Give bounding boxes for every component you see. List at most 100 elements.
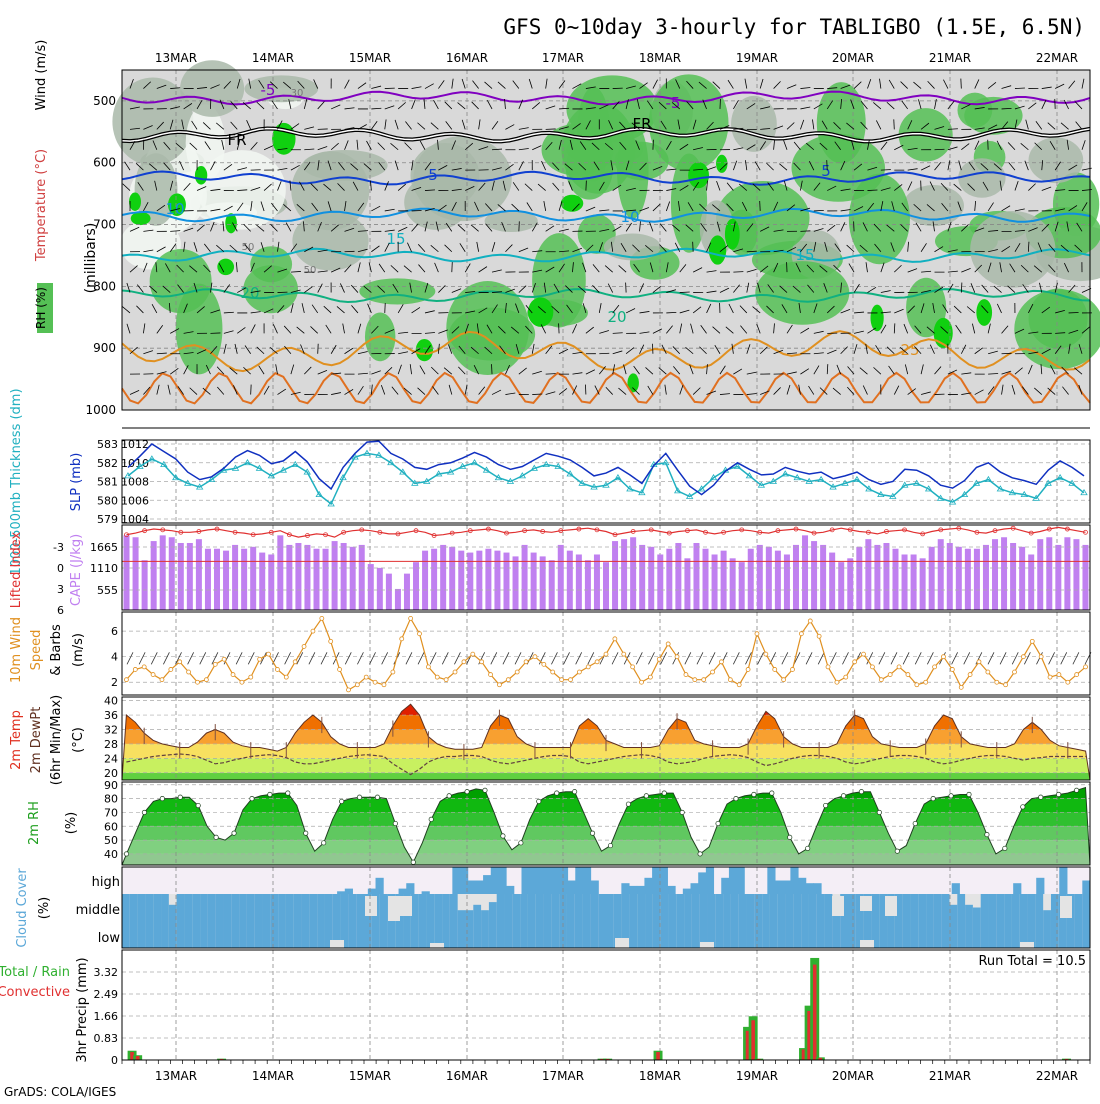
cloud-cell-high bbox=[575, 867, 583, 894]
cape-bar bbox=[992, 539, 998, 610]
rh2m-point bbox=[537, 799, 541, 803]
cape-bar bbox=[666, 549, 672, 610]
cloud-cell-low bbox=[512, 921, 520, 948]
rh2m-point bbox=[626, 802, 630, 806]
rh2m-point bbox=[1056, 792, 1060, 796]
cloud-cell-middle bbox=[926, 894, 934, 921]
wind10-point bbox=[178, 660, 182, 664]
cloud-cell-high bbox=[368, 889, 376, 894]
cloud-cell-high bbox=[422, 891, 430, 894]
cloud-cell-low bbox=[817, 921, 825, 948]
rh-band bbox=[122, 799, 1090, 813]
cloud-cell-high bbox=[560, 867, 568, 894]
cape-bar bbox=[938, 539, 944, 610]
wind10-point bbox=[933, 665, 937, 669]
slp-tick-label: 1004 bbox=[121, 513, 149, 526]
wind10-point bbox=[1048, 675, 1052, 679]
precip-tick-label: 0.83 bbox=[94, 1032, 119, 1045]
cloud-cell-high bbox=[698, 872, 706, 894]
cloud-cell-low bbox=[989, 921, 997, 948]
wind10-barb bbox=[1049, 652, 1055, 664]
cape-bar bbox=[413, 562, 419, 610]
precip-tick-label: 1.66 bbox=[94, 1010, 119, 1023]
cloud-cell-low bbox=[942, 921, 950, 948]
cloud-cell-middle bbox=[786, 894, 794, 921]
cloud-cell-middle bbox=[957, 894, 965, 921]
cloud-cell-middle bbox=[934, 894, 942, 921]
wind10-point bbox=[790, 667, 794, 671]
wind-barb bbox=[613, 333, 623, 334]
rh2m-point bbox=[949, 794, 953, 798]
cloud-cell-low bbox=[637, 921, 645, 948]
cloud-mid-gap bbox=[832, 896, 844, 916]
precip-tick-label: 0 bbox=[111, 1054, 118, 1067]
rh2m-tick-label: 40 bbox=[104, 848, 118, 861]
wind-barb bbox=[827, 364, 828, 374]
cape-bar bbox=[675, 543, 681, 610]
date-label-bottom: 14MAR bbox=[252, 1069, 294, 1083]
wind10-point bbox=[737, 683, 741, 687]
cape-tick-label: 1665 bbox=[90, 541, 118, 554]
wind10-point bbox=[1030, 639, 1034, 643]
cloud-cell-low bbox=[270, 921, 278, 948]
cloud-cell-low bbox=[809, 921, 817, 948]
cloud-cell-middle bbox=[692, 894, 700, 921]
wind10-barb bbox=[357, 652, 363, 664]
wind10-point bbox=[648, 675, 652, 679]
cloud-cell-middle bbox=[723, 894, 731, 921]
cloud-cell-low bbox=[684, 921, 692, 948]
cape-bar bbox=[214, 549, 220, 610]
cloud-cell-middle bbox=[223, 894, 231, 921]
wind10-point bbox=[835, 680, 839, 684]
cape-bar bbox=[1073, 539, 1079, 610]
wind10-point bbox=[702, 678, 706, 682]
rh2m-point bbox=[465, 789, 469, 793]
cloud-cell-low bbox=[770, 921, 778, 948]
wind10-barb bbox=[321, 652, 327, 664]
date-label-bottom: 20MAR bbox=[832, 1069, 874, 1083]
cloud-cell-low bbox=[544, 921, 552, 948]
contour-label: 15 bbox=[386, 230, 405, 248]
lifted-index-line bbox=[127, 527, 1086, 537]
cloud-cell-middle bbox=[1020, 894, 1028, 921]
wind10-point bbox=[400, 637, 404, 641]
rh2m-tick-label: 90 bbox=[104, 779, 118, 792]
cloud-cell-middle bbox=[325, 894, 333, 921]
cloud-low-gap bbox=[1020, 942, 1034, 948]
wind10-point bbox=[1075, 673, 1079, 677]
cloud-cell-middle bbox=[247, 894, 255, 921]
rh-blob-moist bbox=[561, 195, 584, 212]
wind10-barb bbox=[1012, 652, 1018, 664]
rh2m-point bbox=[178, 795, 182, 799]
cloud-cell-middle bbox=[598, 894, 606, 921]
rh-blob bbox=[302, 150, 387, 181]
cloud-cell-low bbox=[1051, 921, 1059, 948]
cloud-cell-middle bbox=[512, 894, 520, 921]
cloud-cell-middle bbox=[918, 894, 926, 921]
wind10-point bbox=[986, 670, 990, 674]
precip-convective-bar bbox=[751, 1020, 755, 1060]
cloud-cell-middle bbox=[380, 894, 388, 921]
cape-bar bbox=[576, 554, 582, 610]
cloud-cell-low bbox=[668, 921, 676, 948]
wind10-barb bbox=[442, 652, 448, 664]
wind10-axis-label-2: Speed bbox=[29, 630, 44, 671]
cape-bar bbox=[956, 547, 962, 610]
wind10-point bbox=[684, 673, 688, 677]
cape-bar bbox=[341, 543, 347, 610]
wind10-point bbox=[267, 652, 271, 656]
wind-barb bbox=[935, 149, 945, 150]
rh2m-point bbox=[608, 843, 612, 847]
cloud-cell-middle bbox=[419, 894, 427, 921]
cloud-cell-low bbox=[661, 921, 669, 948]
wind10-barb bbox=[891, 652, 897, 664]
wind-barb bbox=[867, 190, 877, 191]
cloud-cell-high bbox=[621, 883, 629, 894]
rh2m-point bbox=[590, 831, 594, 835]
cloud-cell-middle bbox=[629, 894, 637, 921]
lifted-tick-label: 6 bbox=[57, 604, 64, 617]
cloud-cell-middle bbox=[231, 894, 239, 921]
temp-band bbox=[122, 715, 1090, 729]
temp-tick-label: 40 bbox=[104, 695, 118, 708]
